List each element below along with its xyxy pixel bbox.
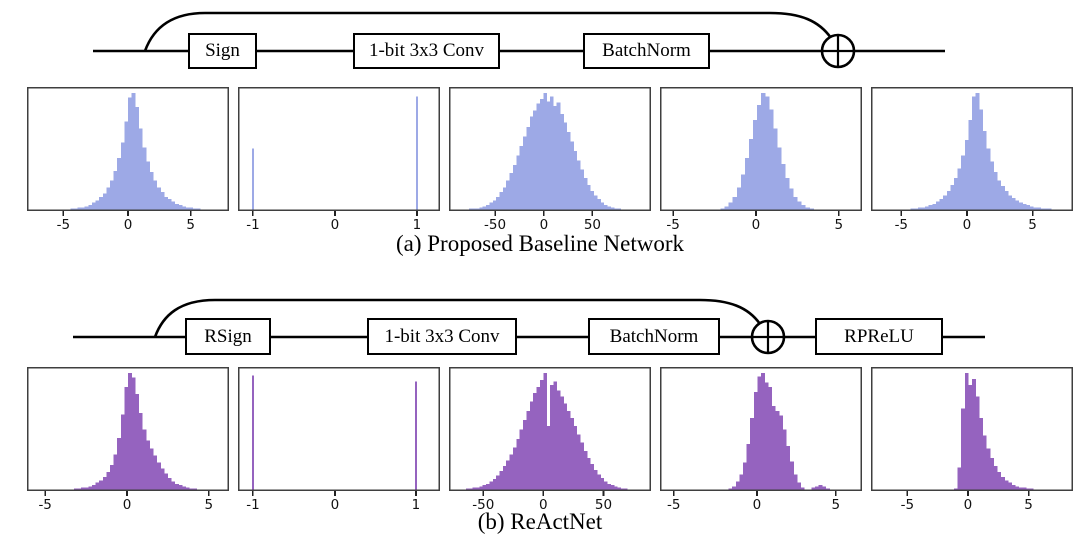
plot-border xyxy=(871,87,1073,212)
tick-label: 1 xyxy=(412,497,421,513)
bars xyxy=(953,373,1045,491)
tick-label: 5 xyxy=(186,217,195,233)
block-1bit-conv: 1-bit 3x3 Conv xyxy=(353,33,500,69)
x-axis-ticks: -5 0 5 xyxy=(666,211,843,233)
x-axis-ticks: -5 0 5 xyxy=(901,491,1033,513)
tick-label: 50 xyxy=(584,217,601,233)
block-batchnorm: BatchNorm xyxy=(583,33,710,69)
tick-label: 0 xyxy=(331,217,340,233)
tick-label: -5 xyxy=(901,497,914,513)
skip-connection-wire xyxy=(153,298,762,338)
bars xyxy=(251,375,418,491)
x-axis-ticks: -5 0 5 xyxy=(895,211,1037,233)
plot-border xyxy=(449,367,651,492)
tick-label: 1 xyxy=(413,217,422,233)
tick-label: 0 xyxy=(963,217,972,233)
histogram-panel-b1: -5 0 5 xyxy=(27,367,229,513)
plot-border xyxy=(871,367,1073,492)
tick-label: -5 xyxy=(38,497,51,513)
tick-label: 5 xyxy=(205,497,214,513)
tick-label: 0 xyxy=(964,497,973,513)
diagram-baseline: Sign 1-bit 3x3 Conv BatchNorm xyxy=(0,0,1080,84)
plot-border xyxy=(449,87,651,212)
x-axis-ticks: -1 0 1 xyxy=(246,491,420,513)
histogram-panel-a5: -5 0 5 xyxy=(871,87,1073,233)
plot-border xyxy=(660,367,862,492)
histogram-svg-b5: -5 0 5 xyxy=(871,367,1073,513)
baseline-wires xyxy=(93,11,945,69)
plot-border xyxy=(238,367,440,492)
histogram-svg-b3: -50 0 50 xyxy=(449,367,651,513)
histogram-svg-a1: -5 0 5 xyxy=(27,87,229,233)
histogram-svg-b1: -5 0 5 xyxy=(27,367,229,513)
tick-label: -50 xyxy=(484,217,506,233)
bars xyxy=(63,373,212,491)
skip-connection-wire xyxy=(143,11,833,52)
tick-label: -5 xyxy=(895,217,908,233)
histogram-svg-b4: -5 0 5 xyxy=(660,367,862,513)
tick-label: 5 xyxy=(831,497,840,513)
tick-label: 0 xyxy=(752,217,761,233)
tick-label: 5 xyxy=(1024,497,1033,513)
tick-label: -1 xyxy=(246,497,259,513)
plot-border xyxy=(660,87,862,212)
histogram-svg-a2: -1 0 1 xyxy=(238,87,440,233)
caption-b: (b) ReActNet xyxy=(477,509,603,534)
x-axis-ticks: -50 0 50 xyxy=(472,491,612,513)
histogram-panel-a2: -1 0 1 xyxy=(238,87,440,233)
tick-label: 5 xyxy=(834,217,843,233)
tick-label: -1 xyxy=(246,217,259,233)
histogram-svg-a4: -5 0 5 xyxy=(660,87,862,233)
block-rprelu: RPReLU xyxy=(815,318,943,355)
tick-label: -50 xyxy=(472,497,494,513)
histogram-panel-a3: -50 0 50 xyxy=(449,87,651,233)
block-1bit-conv: 1-bit 3x3 Conv xyxy=(367,318,517,355)
x-axis-ticks: -1 0 1 xyxy=(246,211,421,233)
tick-label: 50 xyxy=(595,497,612,513)
histogram-svg-b2: -1 0 1 xyxy=(238,367,440,513)
histogram-panel-b3: -50 0 50 xyxy=(449,367,651,513)
tick-label: 0 xyxy=(331,497,340,513)
block-batchnorm: BatchNorm xyxy=(588,318,720,355)
histogram-panel-b2: -1 0 1 xyxy=(238,367,440,513)
bars xyxy=(899,93,1067,211)
bars xyxy=(55,93,215,211)
histogram-row-baseline: -5 0 5 -1 0 1 -50 0 50 -5 0 5 -5 0 5 xyxy=(27,87,1073,233)
bars xyxy=(251,96,419,211)
block-sign: Sign xyxy=(188,33,257,69)
histogram-svg-a5: -5 0 5 xyxy=(871,87,1073,233)
tick-label: 0 xyxy=(539,497,548,513)
tick-label: 0 xyxy=(540,217,549,233)
bars xyxy=(455,93,635,211)
tick-label: 5 xyxy=(1028,217,1037,233)
histogram-panel-b5: -5 0 5 xyxy=(871,367,1073,513)
histogram-svg-a3: -50 0 50 xyxy=(449,87,651,233)
tick-label: -5 xyxy=(57,217,70,233)
tick-label: 0 xyxy=(124,217,133,233)
bars xyxy=(724,373,834,491)
caption-a: (a) Proposed Baseline Network xyxy=(395,231,685,256)
add-circle-icon xyxy=(820,33,856,69)
bars xyxy=(455,373,638,491)
histogram-panel-b4: -5 0 5 xyxy=(660,367,862,513)
x-axis-ticks: -50 0 50 xyxy=(484,211,601,233)
add-circle-icon xyxy=(750,319,786,355)
histogram-row-reactnet: -5 0 5 -1 0 1 -50 0 50 -5 0 5 -5 0 5 xyxy=(27,367,1073,513)
plot-border xyxy=(27,367,229,492)
tick-label: -5 xyxy=(667,497,680,513)
diagram-reactnet: RSign 1-bit 3x3 Conv BatchNorm RPReLU xyxy=(0,286,1080,370)
bars xyxy=(712,93,826,211)
histogram-panel-a4: -5 0 5 xyxy=(660,87,862,233)
x-axis-ticks: -5 0 5 xyxy=(38,491,213,513)
x-axis-ticks: -5 0 5 xyxy=(667,491,840,513)
plot-border xyxy=(27,87,229,212)
block-rsign: RSign xyxy=(185,318,271,355)
tick-label: 0 xyxy=(753,497,762,513)
tick-label: -5 xyxy=(666,217,679,233)
tick-label: 0 xyxy=(123,497,132,513)
plot-border xyxy=(238,87,440,212)
histogram-panel-a1: -5 0 5 xyxy=(27,87,229,233)
x-axis-ticks: -5 0 5 xyxy=(57,211,195,233)
